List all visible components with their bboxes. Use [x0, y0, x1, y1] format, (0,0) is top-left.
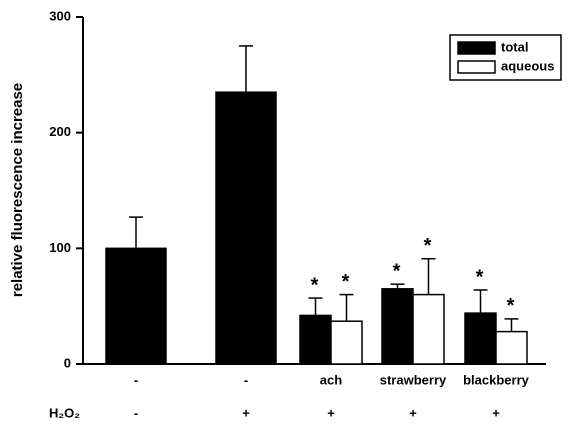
bar: [381, 288, 414, 365]
significance-marker: *: [311, 274, 319, 296]
significance-marker: *: [424, 235, 432, 257]
legend-label: total: [501, 39, 528, 54]
row-value: +: [327, 405, 335, 420]
bar: [464, 312, 497, 365]
y-axis-label: relative fluorescence increase: [9, 83, 26, 297]
legend-swatch: [457, 60, 496, 74]
y-tick-label: 200: [49, 124, 71, 139]
y-tick-label: 100: [49, 240, 71, 255]
bar: [412, 293, 445, 365]
x-tick-label: strawberry: [380, 372, 447, 387]
y-tick-label: 0: [64, 355, 71, 370]
significance-marker: *: [507, 295, 515, 317]
y-tick-label: 300: [49, 8, 71, 23]
bar: [215, 91, 277, 365]
row-value: +: [242, 405, 250, 420]
x-tick-label: -: [244, 372, 248, 387]
row-value: +: [409, 405, 417, 420]
significance-marker: *: [476, 266, 484, 288]
bar: [105, 247, 167, 365]
row-label: H₂O₂: [49, 405, 80, 420]
x-tick-label: -: [134, 372, 138, 387]
row-value: +: [492, 405, 500, 420]
x-tick-label: blackberry: [463, 372, 530, 387]
bar: [299, 314, 332, 365]
bar: [330, 320, 363, 365]
legend-label: aqueous: [501, 58, 554, 73]
legend-swatch: [457, 41, 496, 55]
bar: [495, 330, 528, 365]
x-tick-label: ach: [320, 372, 342, 387]
significance-marker: *: [393, 260, 401, 282]
significance-marker: *: [342, 271, 350, 293]
row-value: -: [134, 405, 138, 420]
